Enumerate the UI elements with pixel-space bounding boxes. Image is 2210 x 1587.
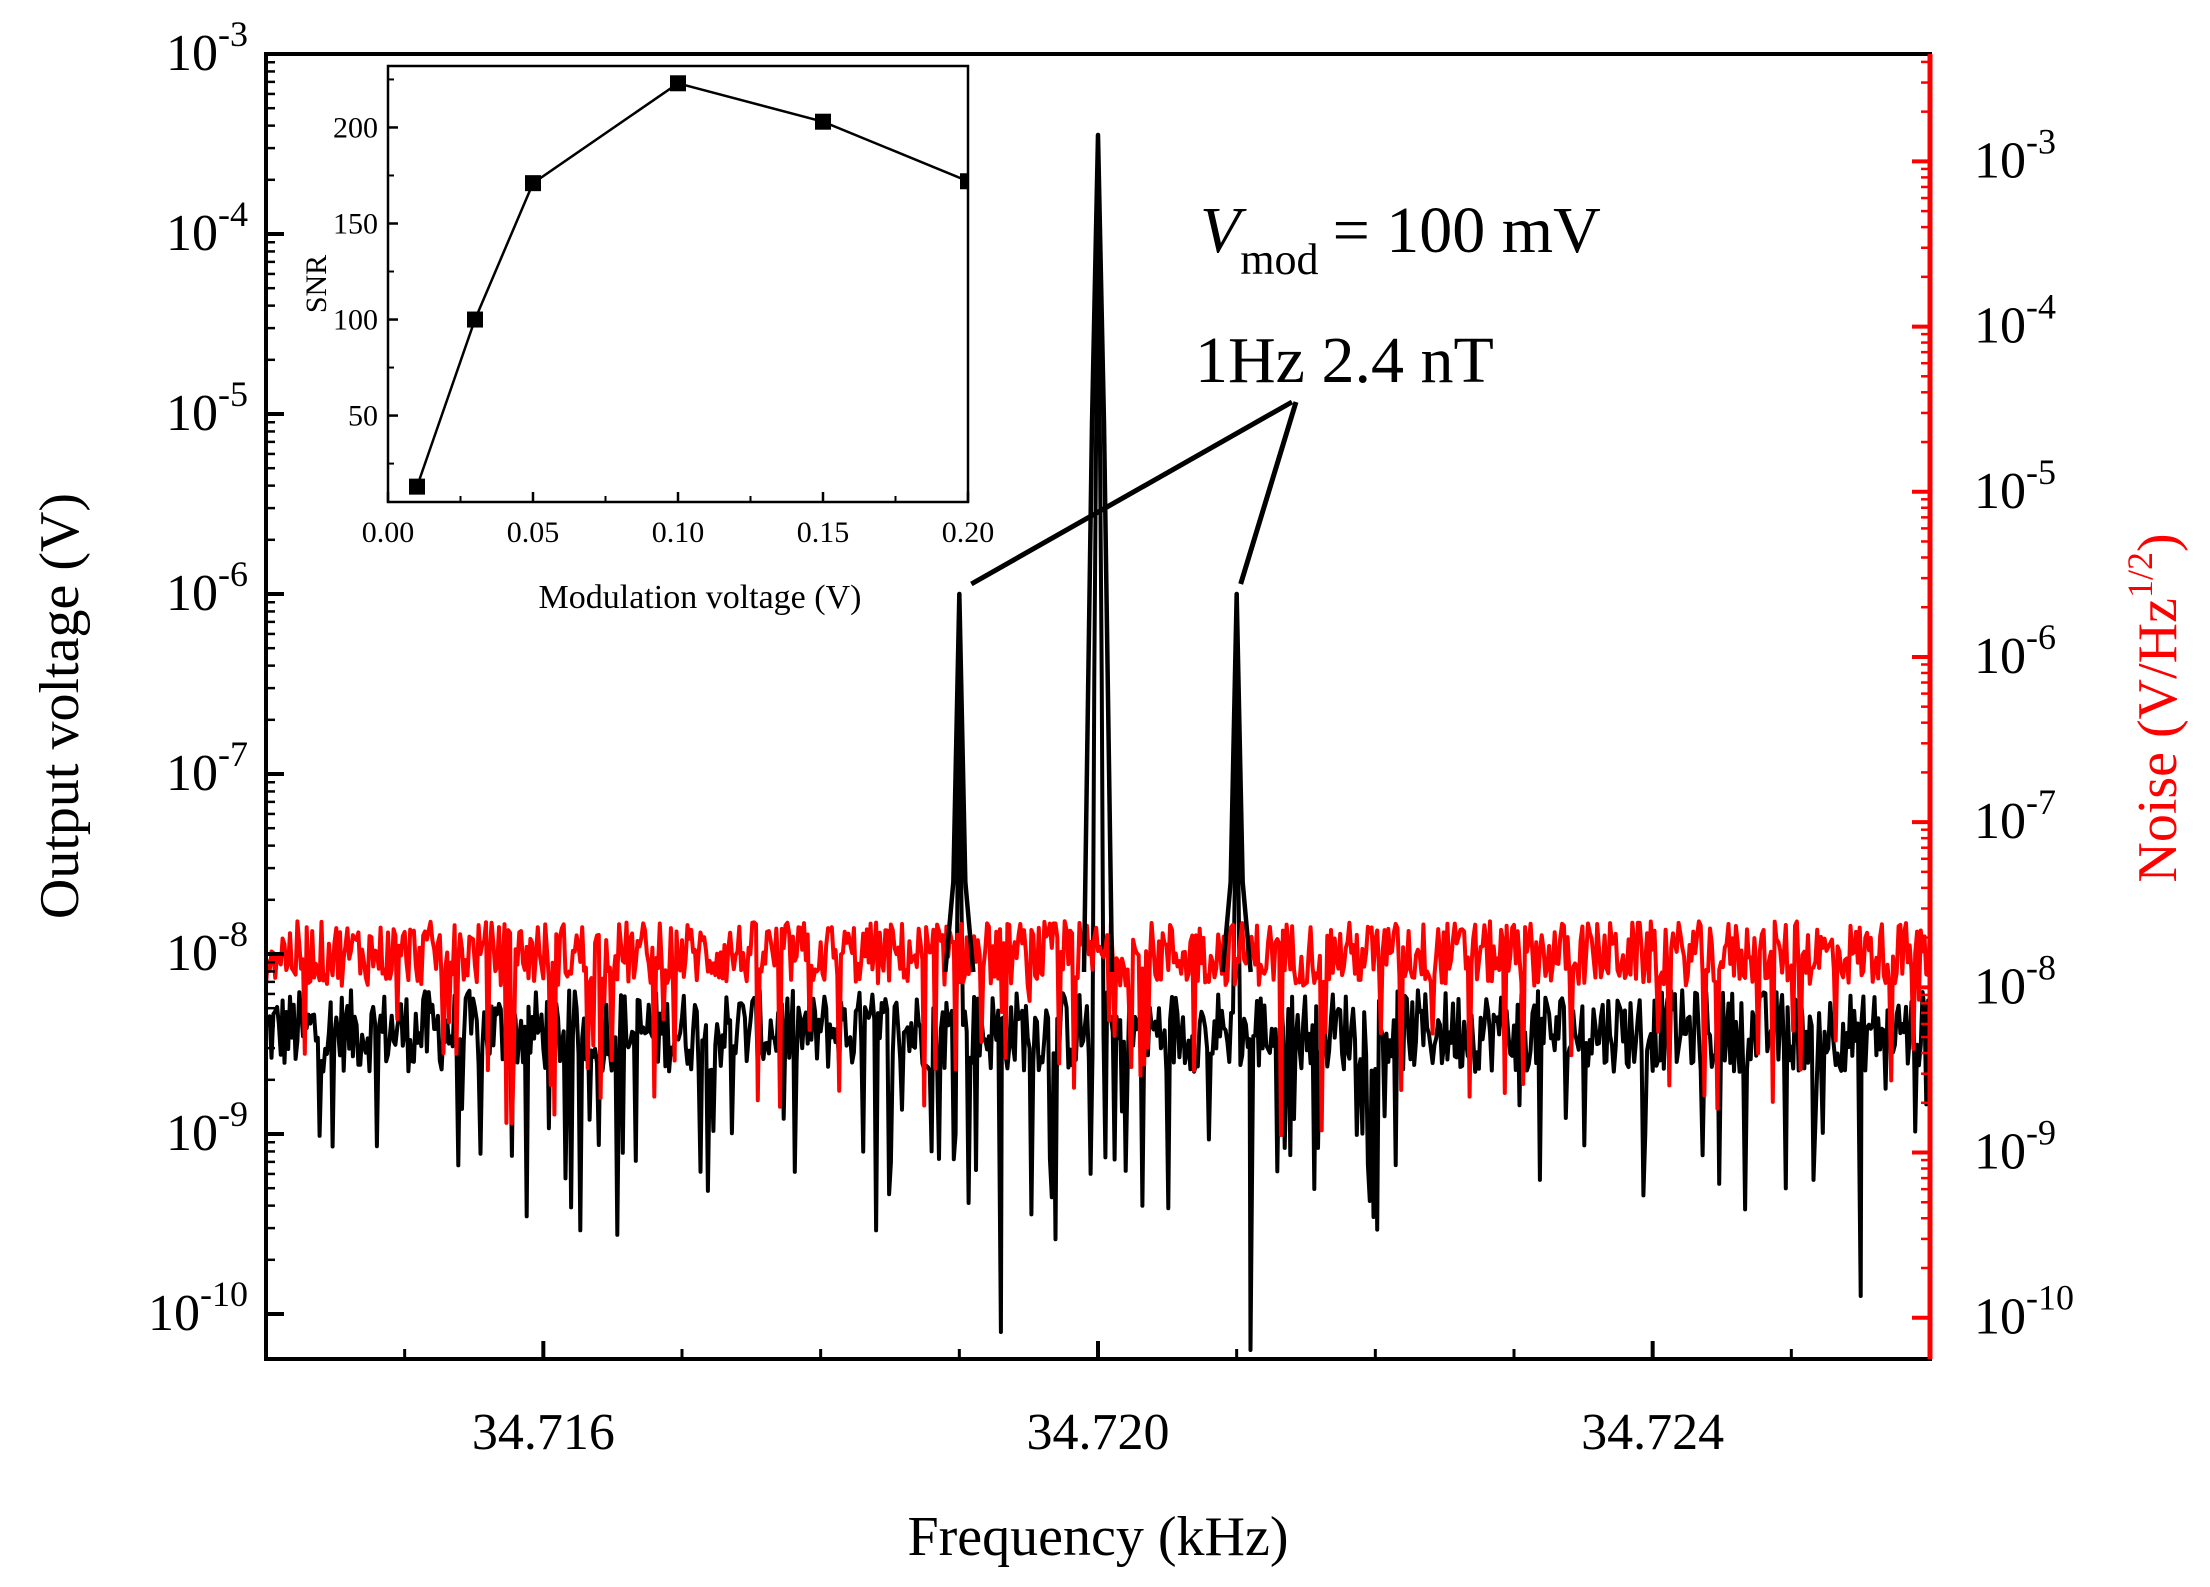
y-tick-label: 10-6 bbox=[166, 554, 248, 622]
y2-tick-label: 10-8 bbox=[1974, 947, 2056, 1015]
inset-background bbox=[388, 66, 968, 502]
inset-y-tick-label: 150 bbox=[333, 207, 378, 240]
inset-data-point bbox=[815, 113, 831, 130]
inset-y-axis-label: SNR bbox=[300, 255, 333, 313]
y2-tick-label: 10-9 bbox=[1974, 1113, 2056, 1181]
x-tick-label: 34.716 bbox=[472, 1404, 615, 1461]
pointer-line-right bbox=[1238, 401, 1299, 585]
main-x-ticks: 34.716 34.720 34.724 bbox=[403, 1341, 1793, 1461]
y-axis-label: Output voltage (V) bbox=[29, 493, 91, 919]
inset-data-point bbox=[960, 173, 968, 190]
y2-axis-label-close: ) bbox=[2127, 533, 2189, 552]
inset-data-point bbox=[670, 75, 686, 92]
y2-axis-label: Noise (V/Hz1/2) bbox=[2120, 533, 2189, 882]
y-tick-label: 10-4 bbox=[166, 194, 248, 262]
series-line-noise bbox=[266, 919, 1930, 1137]
y2-axis-label-main: Noise (V/Hz bbox=[2127, 598, 2189, 883]
inset-x-tick-label: 0.00 bbox=[362, 516, 415, 549]
pointer-line-left bbox=[970, 399, 1294, 587]
inset-y-ticks: 50 100 150 200 bbox=[333, 78, 398, 465]
x-tick-label: 34.724 bbox=[1581, 1404, 1724, 1461]
inset-x-tick-label: 0.15 bbox=[797, 516, 850, 549]
x-axis-label: Frequency (kHz) bbox=[908, 1506, 1289, 1568]
y-tick-label: 10-3 bbox=[166, 14, 248, 82]
inset-x-ticks: 0.00 0.05 0.10 0.15 0.20 bbox=[362, 492, 995, 549]
y-tick-label: 10-8 bbox=[166, 914, 248, 982]
x-tick-label: 34.720 bbox=[1027, 1404, 1170, 1461]
inset-x-axis-label: Modulation voltage (V) bbox=[539, 579, 862, 616]
main-y-ticks: 10-10 10-9 10-8 10-7 10-6 10-5 10-4 10-3 bbox=[148, 14, 284, 1342]
y2-tick-label: 10-5 bbox=[1974, 452, 2056, 520]
y-tick-label: 10-9 bbox=[166, 1094, 248, 1162]
vmod-subscript: mod bbox=[1240, 235, 1318, 284]
peak-mark bbox=[1220, 591, 1253, 973]
main-chart: 34.716 34.720 34.724 10-10 10-9 10-8 10-7 10-6… bbox=[29, 14, 2189, 1568]
inset-x-tick-label: 0.10 bbox=[652, 516, 705, 549]
inset-series-line bbox=[415, 81, 968, 488]
inset-data-point bbox=[525, 175, 541, 192]
inset-chart: 0.00 0.05 0.10 0.15 0.20 50 100 150 200 Modulat… bbox=[300, 64, 995, 616]
inset-data-point bbox=[467, 311, 483, 328]
annotation-pointers bbox=[970, 399, 1299, 587]
main-series-layer bbox=[266, 132, 1930, 1352]
inset-y-tick-label: 200 bbox=[333, 111, 378, 144]
y2-tick-label: 10-7 bbox=[1974, 782, 2056, 850]
inset-x-tick-label: 0.05 bbox=[507, 516, 560, 549]
main-y2-ticks: 10-10 10-9 10-8 10-7 10-6 10-5 10-4 10-3 bbox=[1912, 60, 2074, 1346]
y2-tick-label: 10-3 bbox=[1974, 121, 2056, 189]
inset-y-tick-label: 100 bbox=[333, 304, 378, 337]
y2-tick-label: 10-4 bbox=[1974, 287, 2056, 355]
y-tick-label: 10-5 bbox=[166, 374, 248, 442]
peak-mark bbox=[1081, 132, 1115, 973]
y2-tick-label: 10-6 bbox=[1974, 617, 2056, 685]
inset-x-tick-label: 0.20 bbox=[942, 516, 995, 549]
y2-axis-label-sup: 1/2 bbox=[2120, 552, 2160, 598]
field-annotation: 1Hz 2.4 nT bbox=[1195, 324, 1494, 397]
vmod-symbol: V bbox=[1200, 194, 1247, 267]
inset-series-layer bbox=[409, 75, 968, 495]
inset-data-point bbox=[409, 478, 425, 495]
y2-tick-label: 10-10 bbox=[1974, 1278, 2074, 1346]
inset-y-tick-label: 50 bbox=[348, 400, 378, 433]
peak-mark bbox=[943, 591, 976, 973]
vmod-annotation: Vmod = 100 mV bbox=[1200, 194, 1601, 284]
vmod-value: = 100 mV bbox=[1333, 194, 1601, 267]
y-tick-label: 10-10 bbox=[148, 1274, 248, 1342]
y-tick-label: 10-7 bbox=[166, 734, 248, 802]
